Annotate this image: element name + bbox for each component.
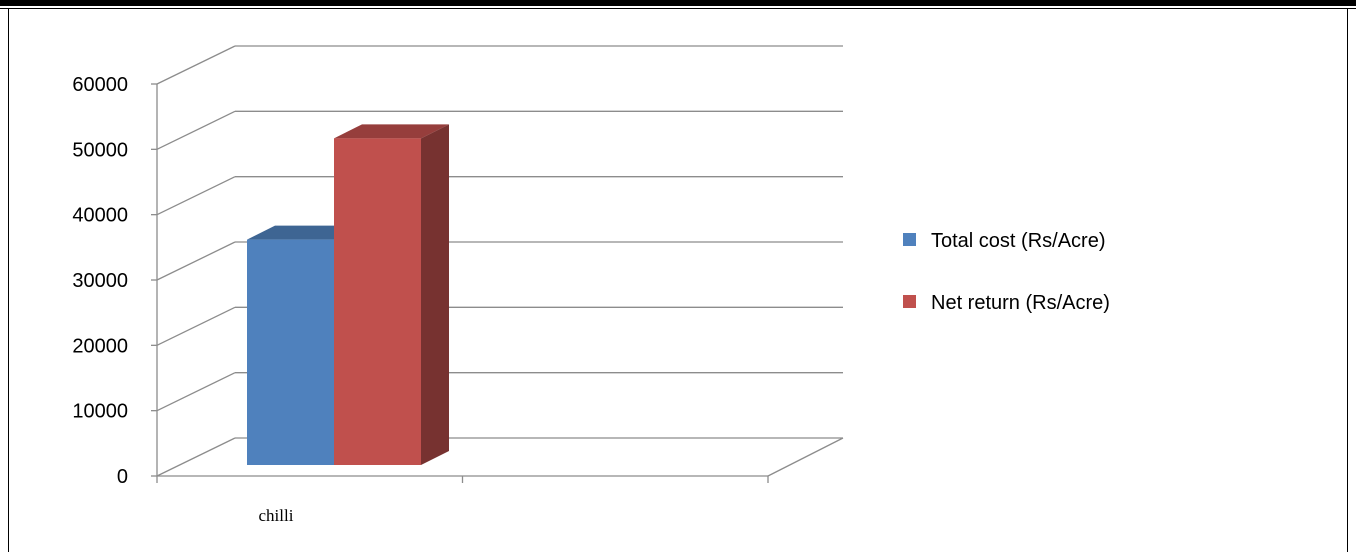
legend: Total cost (Rs/Acre) Net return (Rs/Acre) — [903, 230, 1110, 314]
gridline-side — [156, 241, 236, 281]
y-tick-label: 0 — [117, 466, 128, 488]
gridline-side — [156, 306, 236, 346]
gridline-side — [156, 176, 236, 216]
category-labels: chilli — [259, 506, 294, 525]
legend-item: Total cost (Rs/Acre) — [903, 230, 1105, 252]
bar — [334, 124, 449, 466]
y-tick-label: 10000 — [72, 401, 128, 423]
frame-right-border — [1347, 8, 1348, 552]
category-label: chilli — [259, 506, 294, 525]
bar-front — [247, 239, 334, 465]
y-tick-label: 30000 — [72, 270, 128, 292]
legend-swatch — [903, 295, 916, 308]
y-tick-labels: 0 10000 20000 30000 40000 50000 60000 — [72, 74, 128, 488]
legend-swatch — [903, 233, 916, 246]
legend-label: Total cost (Rs/Acre) — [931, 230, 1105, 252]
y-tick-label: 50000 — [72, 139, 128, 161]
bar-side — [421, 124, 449, 465]
frame-left-border — [8, 8, 9, 552]
bar-top — [334, 124, 449, 139]
gridline-side — [156, 372, 236, 412]
legend-item: Net return (Rs/Acre) — [903, 292, 1110, 314]
gridline-side — [156, 437, 236, 477]
frame-top-border — [0, 0, 1356, 6]
y-tick-label: 60000 — [72, 74, 128, 96]
gridline-side — [156, 45, 236, 85]
bars — [247, 124, 449, 466]
y-tick-label: 40000 — [72, 205, 128, 227]
frame-top-inner-border — [0, 8, 1356, 9]
bar-top — [247, 225, 362, 240]
floor-right-edge — [767, 437, 844, 477]
axes — [151, 83, 844, 483]
legend-label: Net return (Rs/Acre) — [931, 292, 1110, 314]
bar-front — [334, 138, 421, 466]
gridline-side — [156, 110, 236, 150]
y-tick-label: 20000 — [72, 335, 128, 357]
